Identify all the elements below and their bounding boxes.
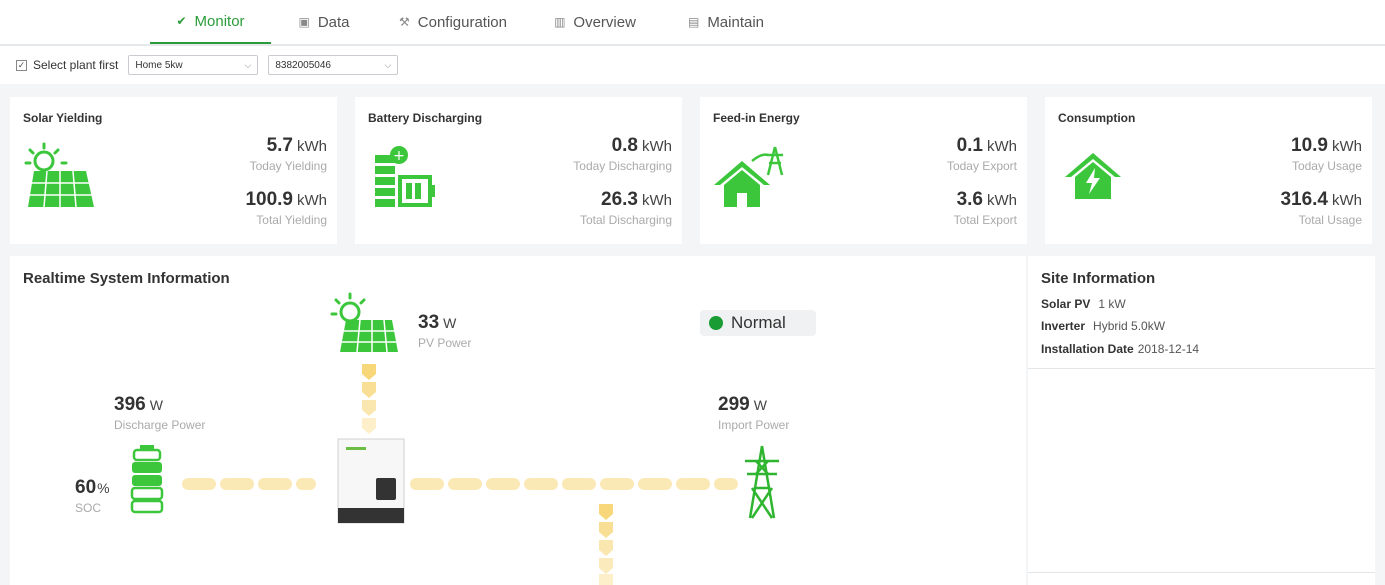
solar-panel-icon [24, 142, 94, 208]
configuration-icon: ⚒ [399, 15, 410, 29]
plant-select[interactable]: Home 5kw ⌵ [128, 55, 259, 75]
today-discharging: 0.8 kWh Today Discharging [573, 135, 672, 173]
card-title: Solar Yielding [23, 111, 103, 125]
import-power-readout: 299 W Import Power [718, 394, 790, 432]
pv-power-readout: 33 W PV Power [418, 312, 472, 350]
top-navigation: ✔ Monitor ▣ Data ⚒ Configuration ▥ Overv… [0, 0, 1385, 46]
load-flow-arrows [599, 504, 613, 585]
battery-soc-icon [130, 445, 164, 514]
site-solar-pv: Solar PV 1 kW [1041, 297, 1126, 311]
grid-flow-arrows [410, 478, 738, 490]
realtime-system-panel: Realtime System Information [10, 256, 1026, 585]
card-title: Feed-in Energy [713, 111, 800, 125]
overview-icon: ▥ [554, 15, 566, 29]
today-usage: 10.9 kWh Today Usage [1291, 135, 1362, 173]
pv-flow-arrows [362, 364, 376, 434]
site-inverter: Inverter Hybrid 5.0kW [1041, 319, 1166, 333]
filter-bar: ✓ Select plant first Home 5kw ⌵ 83820050… [0, 46, 1385, 84]
card-feed-in-energy: Feed-in Energy 0.1 kWh Today Export 3.6 kW… [700, 97, 1027, 244]
tab-monitor[interactable]: ✔ Monitor [150, 0, 271, 44]
site-info-title: Site Information [1041, 270, 1156, 287]
status-badge: Normal [700, 310, 816, 336]
card-consumption: Consumption 10.9 kWh Today Usage 316.4 kWh… [1045, 97, 1372, 244]
maintain-icon: ▤ [687, 15, 700, 29]
total-yielding: 100.9 kWh Total Yielding [245, 189, 327, 227]
status-dot-icon [709, 316, 723, 330]
tab-data[interactable]: ▣ Data [298, 13, 350, 31]
svg-text:+: + [393, 148, 405, 164]
tab-configuration[interactable]: ⚒ Configuration [399, 13, 507, 31]
house-grid-icon [714, 146, 784, 207]
today-yielding: 5.7 kWh Today Yielding [249, 135, 327, 173]
divider [1028, 572, 1375, 573]
grid-tower-icon [745, 445, 779, 519]
total-export: 3.6 kWh Total Export [953, 189, 1017, 227]
card-solar-yielding: Solar Yielding 5.7 kWh Today Yielding 100… [10, 97, 337, 244]
data-icon: ▣ [298, 15, 310, 29]
soc-readout: 60% SOC [75, 477, 110, 515]
checkbox-icon: ✓ [16, 59, 27, 71]
inverter-icon [337, 438, 405, 524]
site-information-panel: Site Information Solar PV 1 kW Inverter Hy… [1028, 256, 1375, 585]
discharge-power-readout: 396 W Discharge Power [114, 394, 206, 432]
realtime-title: Realtime System Information [23, 270, 230, 287]
chevron-down-icon: ⌵ [244, 59, 252, 70]
tab-overview[interactable]: ▥ Overview [554, 13, 636, 31]
divider [1028, 368, 1375, 369]
chevron-down-icon: ⌵ [384, 59, 392, 70]
card-title: Battery Discharging [368, 111, 483, 125]
tab-maintain[interactable]: ▤ Maintain [687, 13, 765, 31]
device-select[interactable]: 8382005046 ⌵ [268, 55, 399, 75]
site-installation-date: Installation Date 2018-12-14 [1041, 342, 1200, 356]
monitor-icon: ✔ [176, 14, 187, 28]
total-discharging: 26.3 kWh Total Discharging [579, 189, 672, 227]
energy-flow-diagram [130, 292, 779, 585]
battery-icon: + [375, 146, 435, 207]
card-battery-discharging: Battery Discharging + 0.8 kWh Today Disch… [355, 97, 682, 244]
select-plant-checkbox[interactable]: ✓ Select plant first [16, 58, 119, 72]
total-usage: 316.4 kWh Total Usage [1280, 189, 1362, 227]
card-title: Consumption [1058, 111, 1136, 125]
battery-flow-arrows [182, 478, 316, 490]
today-export: 0.1 kWh Today Export [946, 135, 1017, 173]
house-power-icon [1065, 153, 1121, 199]
pv-panel-icon [330, 292, 398, 353]
